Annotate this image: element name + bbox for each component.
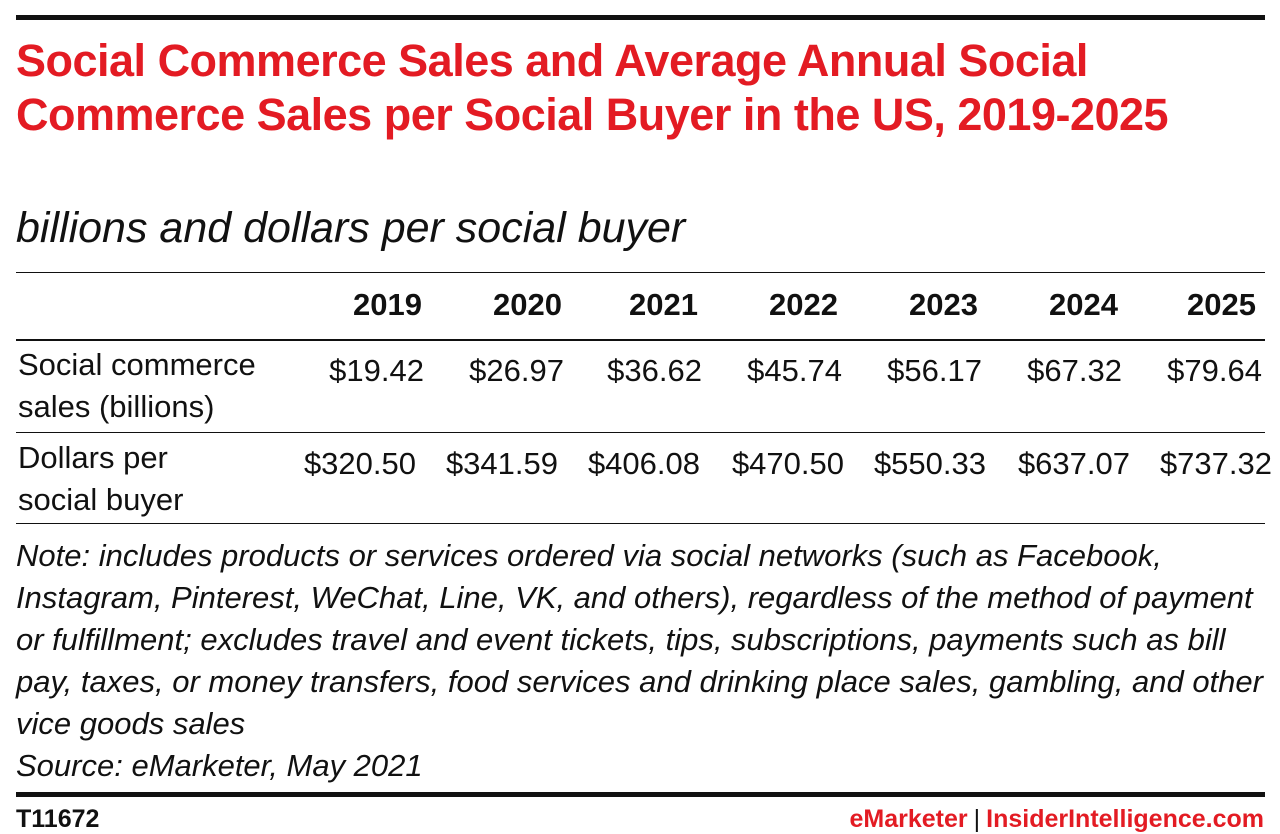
- table-id: T11672: [16, 805, 100, 833]
- brand-footer: eMarketer | InsiderIntelligence.com: [850, 804, 1265, 834]
- table-bottom-rule: [16, 523, 1265, 524]
- cell-per-buyer-2022: $470.50: [731, 446, 844, 481]
- cell-per-buyer-2021: $406.08: [587, 446, 700, 481]
- cell-sales-2019: $19.42: [329, 353, 424, 388]
- cell-per-buyer-2023: $550.33: [873, 446, 986, 481]
- row-label-line: Dollars per: [18, 440, 168, 475]
- column-header-2022: 2022: [769, 287, 838, 322]
- brand-emarketer-link[interactable]: eMarketer: [849, 805, 968, 833]
- row-label-line: Social commerce: [18, 347, 256, 382]
- column-header-2025: 2025: [1187, 287, 1256, 322]
- cell-sales-2024: $67.32: [1027, 353, 1122, 388]
- column-header-2021: 2021: [629, 287, 698, 322]
- bottom-rule: [16, 792, 1265, 797]
- row-label-social-commerce-sales: Social commerce sales (billions): [18, 344, 288, 428]
- header-rule: [16, 339, 1265, 341]
- cell-per-buyer-2020: $341.59: [445, 446, 558, 481]
- chart-note: Note: includes products or services orde…: [16, 538, 1263, 741]
- row-divider: [16, 432, 1265, 433]
- cell-sales-2023: $56.17: [887, 353, 982, 388]
- table-top-rule: [16, 272, 1265, 273]
- brand-separator: |: [973, 805, 981, 833]
- column-header-2020: 2020: [493, 287, 562, 322]
- row-label-line: sales (billions): [18, 389, 215, 424]
- row-label-line: social buyer: [18, 482, 184, 517]
- chart-title: Social Commerce Sales and Average Annual…: [16, 35, 1169, 140]
- cell-per-buyer-2025: $737.32: [1159, 446, 1272, 481]
- chart-subtitle: billions and dollars per social buyer: [16, 204, 686, 252]
- top-rule: [16, 15, 1265, 20]
- cell-sales-2021: $36.62: [607, 353, 702, 388]
- cell-per-buyer-2019: $320.50: [303, 446, 416, 481]
- cell-sales-2022: $45.74: [747, 353, 842, 388]
- column-header-2024: 2024: [1049, 287, 1118, 322]
- cell-sales-2025: $79.64: [1167, 353, 1262, 388]
- brand-insiderintelligence-link[interactable]: InsiderIntelligence.com: [986, 805, 1264, 833]
- column-header-2019: 2019: [353, 287, 422, 322]
- cell-sales-2020: $26.97: [469, 353, 564, 388]
- column-header-2023: 2023: [909, 287, 978, 322]
- row-label-dollars-per-social-buyer: Dollars per social buyer: [18, 437, 288, 521]
- cell-per-buyer-2024: $637.07: [1017, 446, 1130, 481]
- chart-source: Source: eMarketer, May 2021: [16, 748, 423, 783]
